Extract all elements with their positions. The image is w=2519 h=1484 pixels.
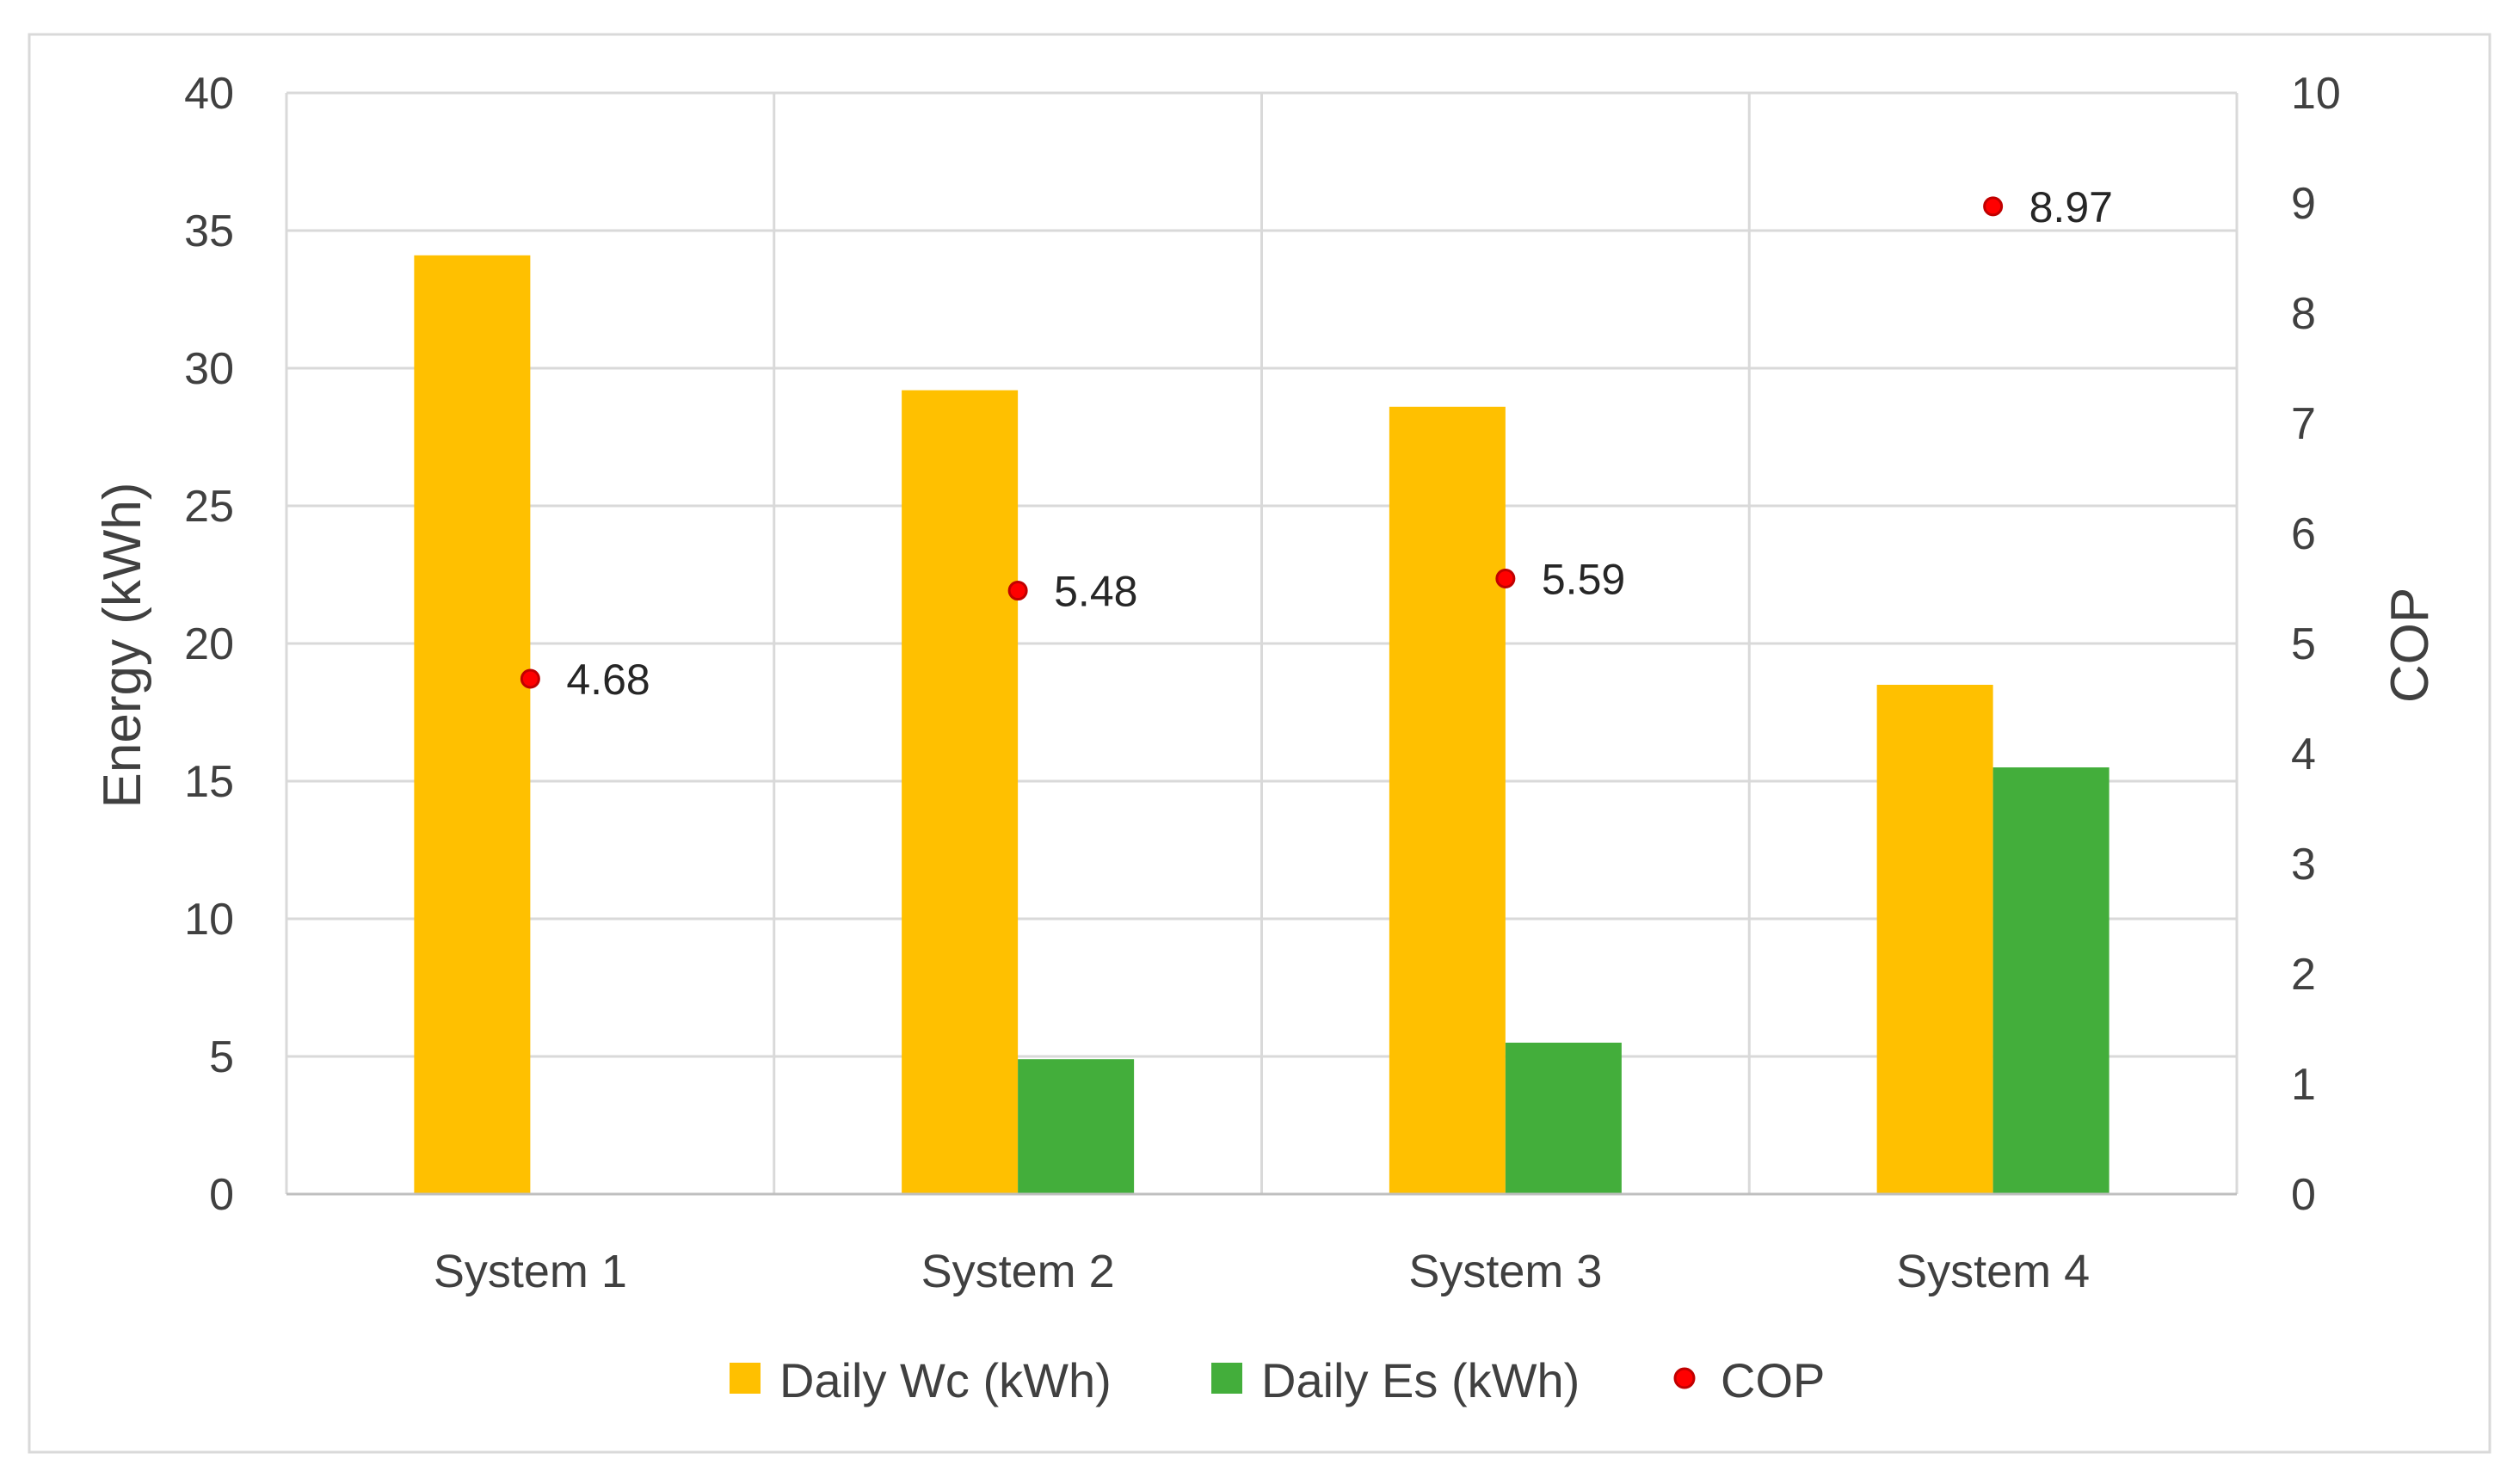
legend-label: Daily Es (kWh): [1261, 1353, 1580, 1407]
bar-daily-wc: [414, 255, 531, 1194]
y-tick-label: 30: [184, 344, 234, 394]
y2-tick-label: 2: [2291, 950, 2316, 1000]
x-category-label: System 1: [434, 1246, 627, 1297]
y2-tick-label: 8: [2291, 289, 2316, 339]
bar-daily-wc: [902, 390, 1019, 1195]
legend-label: COP: [1721, 1353, 1825, 1407]
chart-border: [28, 33, 2491, 1454]
y-tick-label: 35: [184, 206, 234, 256]
bar-daily-wc: [1389, 406, 1506, 1194]
gridlines: [285, 91, 2239, 1194]
y2-tick-label: 10: [2291, 69, 2341, 119]
y2-tick-label: 6: [2291, 509, 2316, 559]
legend-swatch: [1211, 1363, 1242, 1394]
legend-label: Daily Wc (kWh): [779, 1353, 1112, 1407]
legend: Daily Wc (kWh) Daily Es (kWh) COP: [730, 1353, 1825, 1407]
cop-data-label: 5.48: [1054, 568, 1137, 616]
cop-point: [1495, 568, 1516, 588]
y-tick-label: 15: [184, 757, 234, 807]
cop-point: [1007, 581, 1028, 601]
cop-data-label: 5.59: [1542, 555, 1625, 603]
y2-tick-label: 1: [2291, 1060, 2316, 1110]
y-tick-label: 10: [184, 895, 234, 945]
cop-point: [520, 668, 540, 689]
y-tick-label: 20: [184, 619, 234, 669]
y2-tick-label: 4: [2291, 730, 2316, 779]
y2-axis-title: COP: [2380, 588, 2440, 703]
y-tick-label: 40: [184, 69, 234, 119]
legend-marker: [1673, 1367, 1696, 1389]
bar-daily-es: [1505, 1043, 1622, 1194]
y2-tick-label: 7: [2291, 399, 2316, 449]
bar-daily-wc: [1876, 685, 1993, 1194]
y-axis-title: Energy (kWh): [93, 483, 152, 809]
y2-tick-label: 9: [2291, 179, 2316, 229]
y2-tick-label: 0: [2291, 1170, 2316, 1220]
y2-tick-label: 5: [2291, 619, 2316, 669]
y-tick-label: 25: [184, 482, 234, 532]
y-tick-label: 5: [209, 1032, 234, 1082]
x-category-label: System 3: [1408, 1246, 1602, 1297]
bar-daily-es: [1018, 1059, 1135, 1194]
x-category-label: System 2: [921, 1246, 1115, 1297]
y-tick-label: 0: [209, 1170, 234, 1220]
cop-data-label: 8.97: [2029, 183, 2113, 231]
x-category-label: System 4: [1896, 1246, 2090, 1297]
tick-labels: 0 5 10 15 20 25 30 35 40 0 1 2 3 4 5 6 7 8 9 10 System 1 Syst…: [184, 69, 2341, 1297]
cop-points: 4.68 5.48 5.59 8.97: [520, 183, 2113, 704]
y2-tick-label: 3: [2291, 840, 2316, 890]
cop-point: [1983, 196, 2004, 217]
bars: [414, 255, 2109, 1195]
bar-daily-es: [1992, 767, 2109, 1194]
legend-swatch: [730, 1363, 761, 1394]
cop-data-label: 4.68: [566, 656, 650, 704]
